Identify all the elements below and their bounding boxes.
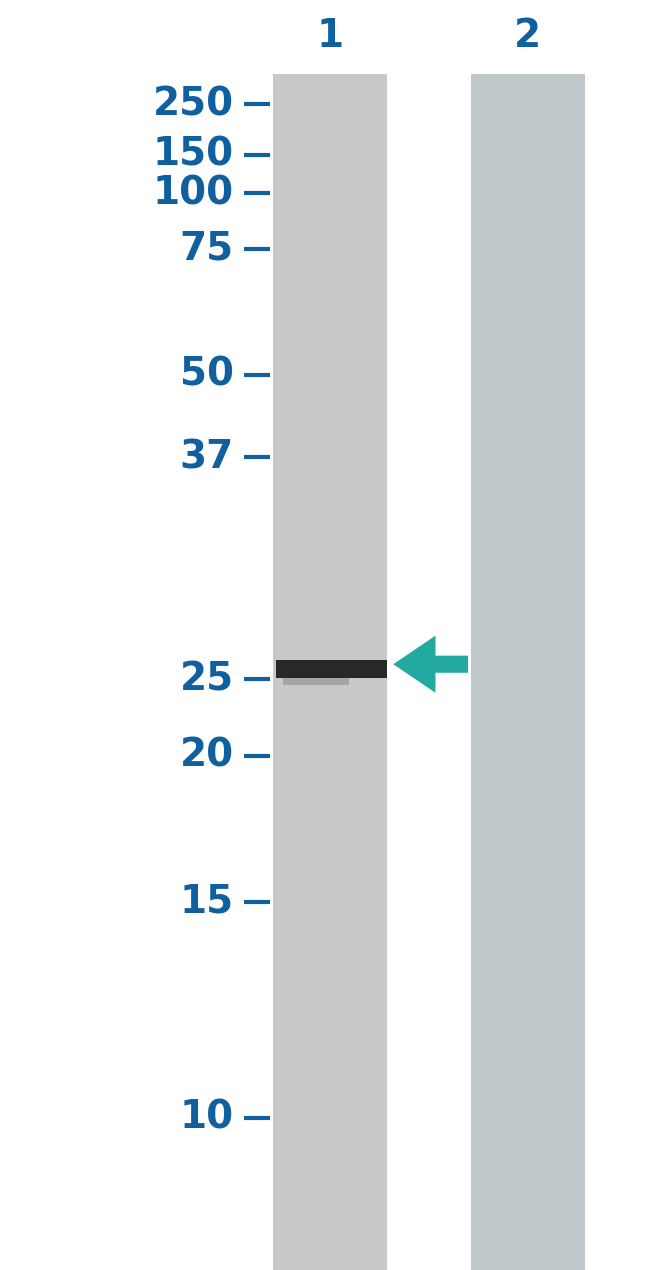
Bar bbox=[273, 74, 387, 1270]
Bar bbox=[283, 678, 349, 686]
Text: 150: 150 bbox=[153, 136, 234, 174]
Text: 15: 15 bbox=[180, 883, 234, 921]
Text: 10: 10 bbox=[180, 1099, 234, 1137]
Text: 250: 250 bbox=[153, 85, 234, 123]
Text: 1: 1 bbox=[317, 17, 344, 55]
Bar bbox=[276, 660, 387, 678]
Text: 100: 100 bbox=[153, 174, 234, 212]
FancyArrow shape bbox=[393, 636, 468, 693]
Bar bbox=[471, 74, 585, 1270]
Text: 2: 2 bbox=[514, 17, 541, 55]
Text: 75: 75 bbox=[180, 230, 234, 268]
Text: 37: 37 bbox=[180, 438, 234, 476]
Text: 25: 25 bbox=[180, 660, 234, 698]
Text: 50: 50 bbox=[180, 356, 234, 394]
Text: 20: 20 bbox=[180, 737, 234, 775]
